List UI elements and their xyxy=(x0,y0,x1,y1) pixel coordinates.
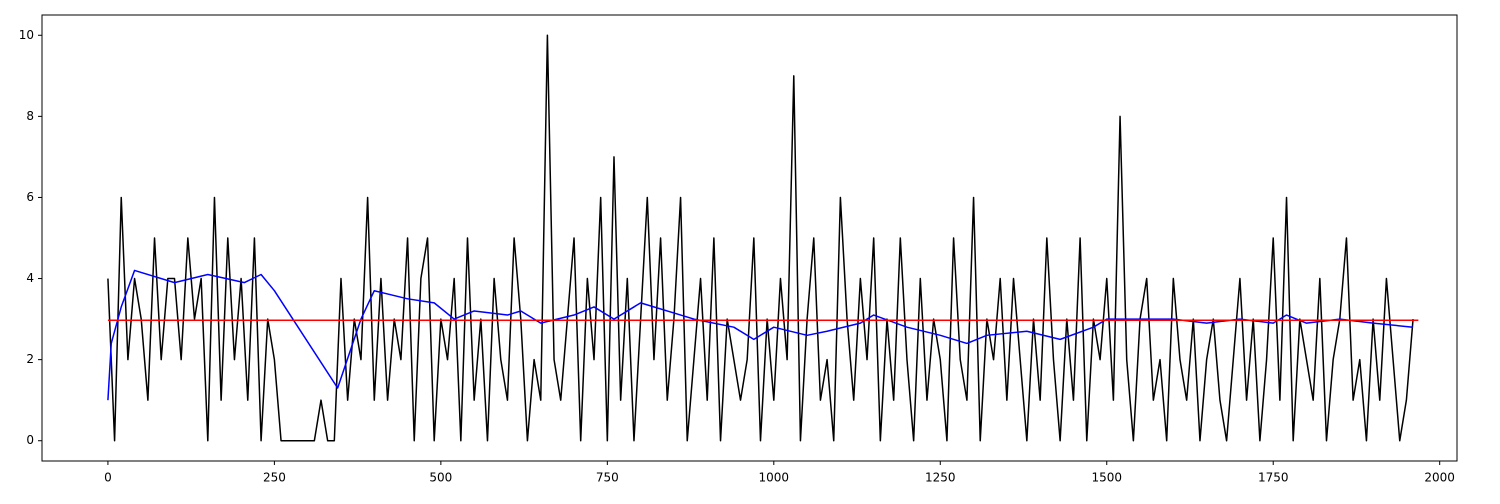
x-tick-label: 250 xyxy=(263,471,286,485)
y-tick-label: 4 xyxy=(26,271,34,285)
y-tick-label: 0 xyxy=(26,433,34,447)
x-tick-label: 1500 xyxy=(1091,471,1122,485)
x-tick-label: 750 xyxy=(596,471,619,485)
y-tick-label: 6 xyxy=(26,190,34,204)
y-tick-label: 2 xyxy=(26,352,34,366)
x-tick-label: 0 xyxy=(104,471,112,485)
y-tick-label: 8 xyxy=(26,109,34,123)
x-tick-label: 1250 xyxy=(925,471,956,485)
x-tick-label: 500 xyxy=(429,471,452,485)
y-tick-label: 10 xyxy=(19,28,34,42)
plot-frame xyxy=(41,14,1458,462)
x-tick-label: 2000 xyxy=(1424,471,1455,485)
series-line xyxy=(107,34,1414,442)
x-tick-label: 1750 xyxy=(1258,471,1289,485)
x-tick-label: 1000 xyxy=(759,471,790,485)
